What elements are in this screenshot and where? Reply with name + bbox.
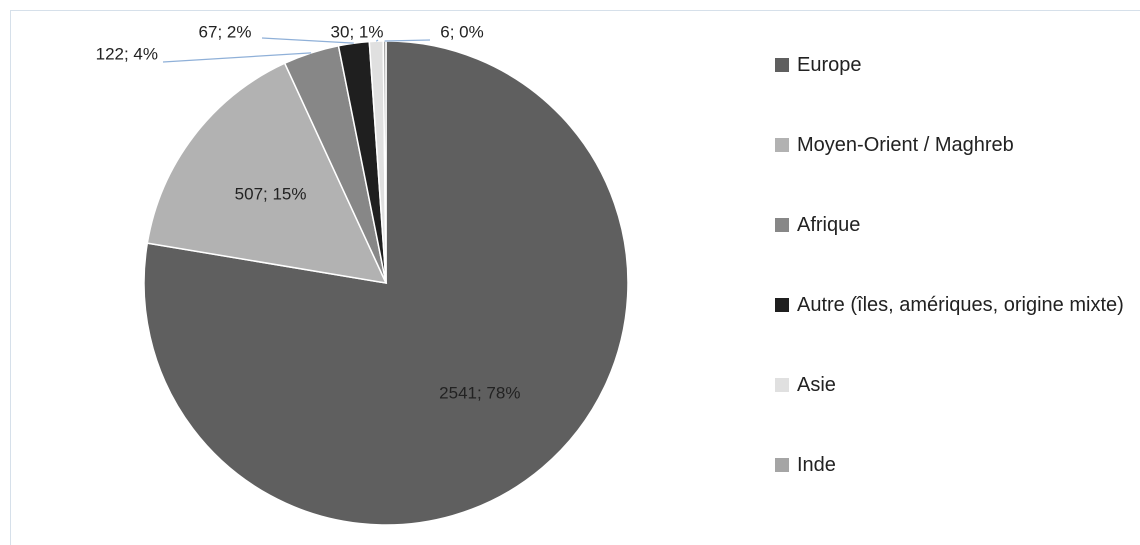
legend-swatch — [775, 138, 789, 152]
legend-item: Asie — [775, 370, 1140, 400]
data-label: 507; 15% — [235, 184, 307, 203]
legend-item: Afrique — [775, 210, 1140, 240]
legend-item: Europe — [775, 50, 1140, 80]
legend-label: Inde — [797, 454, 836, 476]
legend-item: Autre (îles, amériques, origine mixte) — [775, 290, 1140, 320]
leader-line — [384, 39, 431, 42]
legend-swatch — [775, 58, 789, 72]
legend-swatch — [775, 218, 789, 232]
legend-label: Autre (îles, amériques, origine mixte) — [797, 294, 1124, 316]
legend-swatch — [775, 458, 789, 472]
leader-line — [261, 37, 354, 44]
pie-slice — [146, 62, 388, 284]
legend-swatch — [775, 378, 789, 392]
legend-swatch — [775, 298, 789, 312]
legend-item: Moyen-Orient / Maghreb — [775, 130, 1140, 160]
pie-slice — [143, 40, 629, 526]
data-label: 2541; 78% — [439, 383, 520, 402]
legend-item: Inde — [775, 450, 1140, 480]
data-label: 122; 4% — [96, 44, 158, 63]
data-label: 30; 1% — [331, 22, 384, 41]
legend-label: Asie — [797, 374, 836, 396]
data-label: 67; 2% — [199, 22, 252, 41]
frame — [10, 10, 1140, 545]
legend-label: Afrique — [797, 214, 861, 236]
legend-label: Moyen-Orient / Maghreb — [797, 134, 1014, 156]
legend-label: Europe — [797, 54, 862, 76]
leader-line — [375, 39, 379, 42]
leader-line — [162, 52, 312, 63]
data-label: 6; 0% — [440, 22, 483, 41]
